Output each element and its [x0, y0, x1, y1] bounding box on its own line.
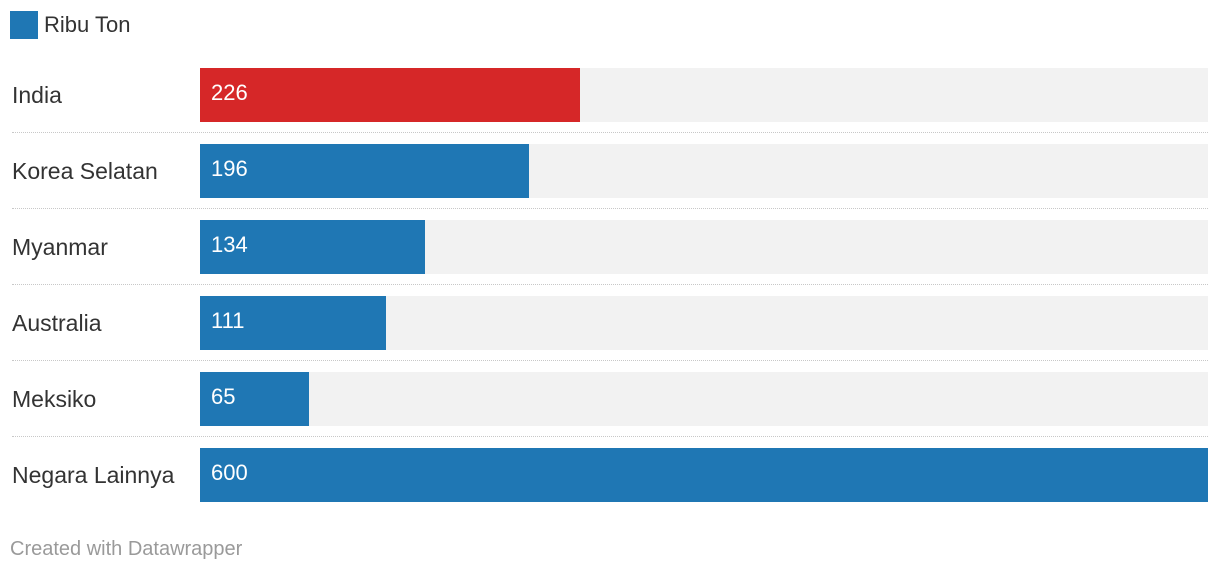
category-label: India: [12, 82, 62, 108]
bar-value-label: 134: [211, 232, 248, 257]
category-label: Meksiko: [12, 386, 97, 412]
bar: [200, 144, 529, 198]
row-separator: [12, 132, 1208, 133]
bar-value-label: 600: [211, 460, 248, 485]
bar-row: Meksiko 65: [0, 372, 1220, 426]
bar: [200, 220, 425, 274]
bar-row: Australia 111: [0, 296, 1220, 350]
credit-text: Created with Datawrapper: [10, 538, 243, 560]
legend: Ribu Ton: [10, 10, 130, 40]
bar: [200, 68, 580, 122]
bar-row: India 226: [0, 68, 1220, 122]
bar-value-label: 226: [211, 80, 248, 105]
bar-row: Myanmar 134: [0, 220, 1220, 274]
category-label: Myanmar: [12, 234, 108, 260]
row-separator: [12, 436, 1208, 437]
legend-label: Ribu Ton: [44, 12, 131, 37]
bar-value-label: 65: [211, 384, 236, 409]
bar-value-label: 196: [211, 156, 248, 181]
category-label: Negara Lainnya: [12, 462, 175, 488]
row-separator: [12, 208, 1208, 209]
bar-value-label: 111: [211, 308, 245, 333]
row-separator: [12, 284, 1208, 285]
bar-row: Korea Selatan 196: [0, 144, 1220, 198]
category-label: Korea Selatan: [12, 158, 158, 184]
bar: [200, 296, 386, 350]
bar-track: [200, 372, 1208, 426]
bar-row: Negara Lainnya 600: [0, 448, 1220, 502]
bar: [200, 448, 1208, 502]
bar: [200, 372, 309, 426]
legend-swatch: [10, 11, 38, 39]
row-separator: [12, 360, 1208, 361]
category-label: Australia: [12, 310, 102, 336]
